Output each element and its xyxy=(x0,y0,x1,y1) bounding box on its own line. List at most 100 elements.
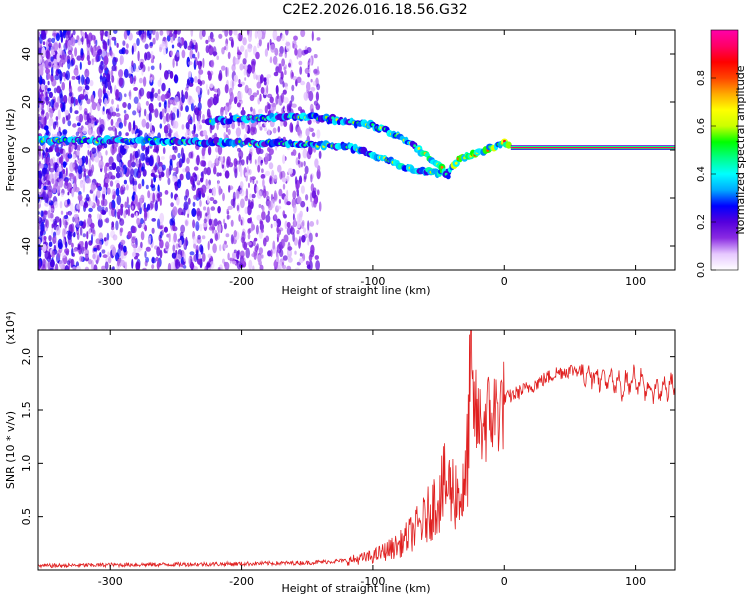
spectrogram-speckle xyxy=(172,206,178,217)
spectrogram-speckle xyxy=(46,194,49,204)
spectrogram-speckle xyxy=(148,111,152,122)
spectrogram-speckle xyxy=(207,195,210,204)
spectrogram-speckle xyxy=(59,201,63,209)
spectrogram-speckle xyxy=(183,252,186,262)
spectrogram-speckle xyxy=(247,233,251,240)
spectrogram-speckle xyxy=(250,176,256,181)
spectrogram-speckle xyxy=(223,132,226,139)
spectrogram-speckle xyxy=(85,155,89,165)
spectrogram-speckle xyxy=(160,94,166,102)
spectrogram-speckle xyxy=(190,30,194,37)
spectrogram-speckle xyxy=(207,160,213,170)
spectrogram-speckle xyxy=(38,217,43,223)
spectrogram-speckle xyxy=(249,30,252,38)
spectrogram-speckle xyxy=(139,87,145,97)
spectrogram-speckle xyxy=(120,244,124,251)
spectrogram-speckle xyxy=(159,231,163,239)
spectrogram-speckle xyxy=(96,182,99,189)
spectrogram-speckle xyxy=(160,156,165,160)
spectrogram-speckle xyxy=(277,261,283,270)
spectrogram-speckle xyxy=(75,98,78,106)
spectrogram-speckle xyxy=(120,249,124,260)
spectrogram-speckle xyxy=(296,220,301,229)
spectrogram-speckle xyxy=(165,241,170,250)
spectrogram-speckle xyxy=(310,78,313,83)
spectrogram-speckle xyxy=(284,69,287,76)
spectrogram-speckle xyxy=(249,147,254,152)
spectrogram-speckle xyxy=(80,241,84,247)
spectrogram-speckle xyxy=(47,189,53,199)
spectrogram-speckle xyxy=(104,164,108,174)
spectrogram-speckle xyxy=(56,185,61,194)
spectrogram-speckle xyxy=(81,36,84,45)
spectrogram-speckle xyxy=(251,221,254,232)
spectrogram-ytick-label: 40 xyxy=(20,47,33,61)
spectrogram-speckle xyxy=(304,165,309,175)
spectrogram-speckle xyxy=(86,113,90,123)
spectrogram-speckle xyxy=(56,151,61,157)
spectrogram-speckle xyxy=(214,233,219,242)
spectrogram-speckle xyxy=(61,72,67,77)
spectrogram-speckle xyxy=(173,146,178,154)
spectrogram-speckle xyxy=(120,203,124,208)
spectrogram-speckle xyxy=(62,237,66,249)
spectrogram-speckle xyxy=(48,241,53,247)
spectrogram-speckle xyxy=(253,71,256,80)
spectrogram-speckle xyxy=(126,196,129,205)
spectrogram-speckle xyxy=(91,58,94,66)
spectrogram-speckle xyxy=(86,217,92,225)
spectrogram-speckle xyxy=(72,216,75,223)
spectrogram-speckle xyxy=(41,46,46,57)
spectrogram-speckle xyxy=(71,242,74,248)
spectrogram-speckle xyxy=(122,40,126,46)
spectrogram-speckle xyxy=(247,217,252,224)
spectrogram-speckle xyxy=(145,184,149,190)
spectrogram-speckle xyxy=(181,124,185,130)
spectrogram-speckle xyxy=(191,208,197,217)
spectrogram-speckle xyxy=(134,184,137,190)
spectrogram-speckle xyxy=(64,219,68,229)
spectrogram-speckle xyxy=(283,234,289,243)
spectrogram-speckle xyxy=(185,122,190,130)
spectrogram-speckle xyxy=(201,155,206,160)
spectrogram-speckle xyxy=(67,182,73,193)
spectrogram-tone-blob xyxy=(505,141,512,149)
spectrogram-speckle xyxy=(49,267,54,270)
spectrogram-speckle xyxy=(198,115,201,125)
colorbar-label: Normalized spectral amplitude xyxy=(734,65,747,234)
spectrogram-speckle xyxy=(273,261,277,268)
spectrogram-speckle xyxy=(285,41,291,47)
spectrogram-speckle xyxy=(141,118,147,128)
spectrogram-speckle xyxy=(137,183,142,190)
spectrogram-speckle xyxy=(293,237,298,246)
snr-ytick-label: 1.5 xyxy=(20,401,33,419)
spectrogram-speckle xyxy=(282,183,286,190)
spectrogram-speckle xyxy=(172,244,176,252)
spectrogram-speckle xyxy=(150,76,153,83)
spectrogram-speckle xyxy=(85,193,90,202)
spectrogram-speckle xyxy=(269,56,273,64)
spectrogram-speckle xyxy=(111,36,117,41)
spectrogram-speckle xyxy=(188,119,192,125)
spectrogram-speckle xyxy=(257,30,263,40)
spectrogram-speckle xyxy=(240,159,245,166)
spectrogram-speckle xyxy=(207,98,212,108)
spectrogram-speckle xyxy=(138,158,142,168)
spectrogram-speckle xyxy=(127,159,132,168)
spectrogram-speckle xyxy=(275,257,279,263)
spectrogram-speckle xyxy=(184,91,189,100)
spectrogram-speckle xyxy=(70,59,74,67)
spectrogram-speckle xyxy=(179,173,184,181)
spectrogram-speckle xyxy=(207,253,212,259)
spectrogram-speckle xyxy=(222,30,225,33)
spectrogram-speckle xyxy=(316,37,321,41)
spectrogram-speckle xyxy=(53,87,57,94)
spectrogram-speckle xyxy=(300,30,306,38)
spectrogram-speckle xyxy=(273,221,278,227)
spectrogram-speckle xyxy=(176,161,182,168)
spectrogram-speckle xyxy=(308,126,311,132)
spectrogram-speckle xyxy=(230,219,234,227)
spectrogram-speckle xyxy=(273,174,278,179)
spectrogram-speckle xyxy=(249,193,253,199)
spectrogram-speckle xyxy=(163,226,168,233)
